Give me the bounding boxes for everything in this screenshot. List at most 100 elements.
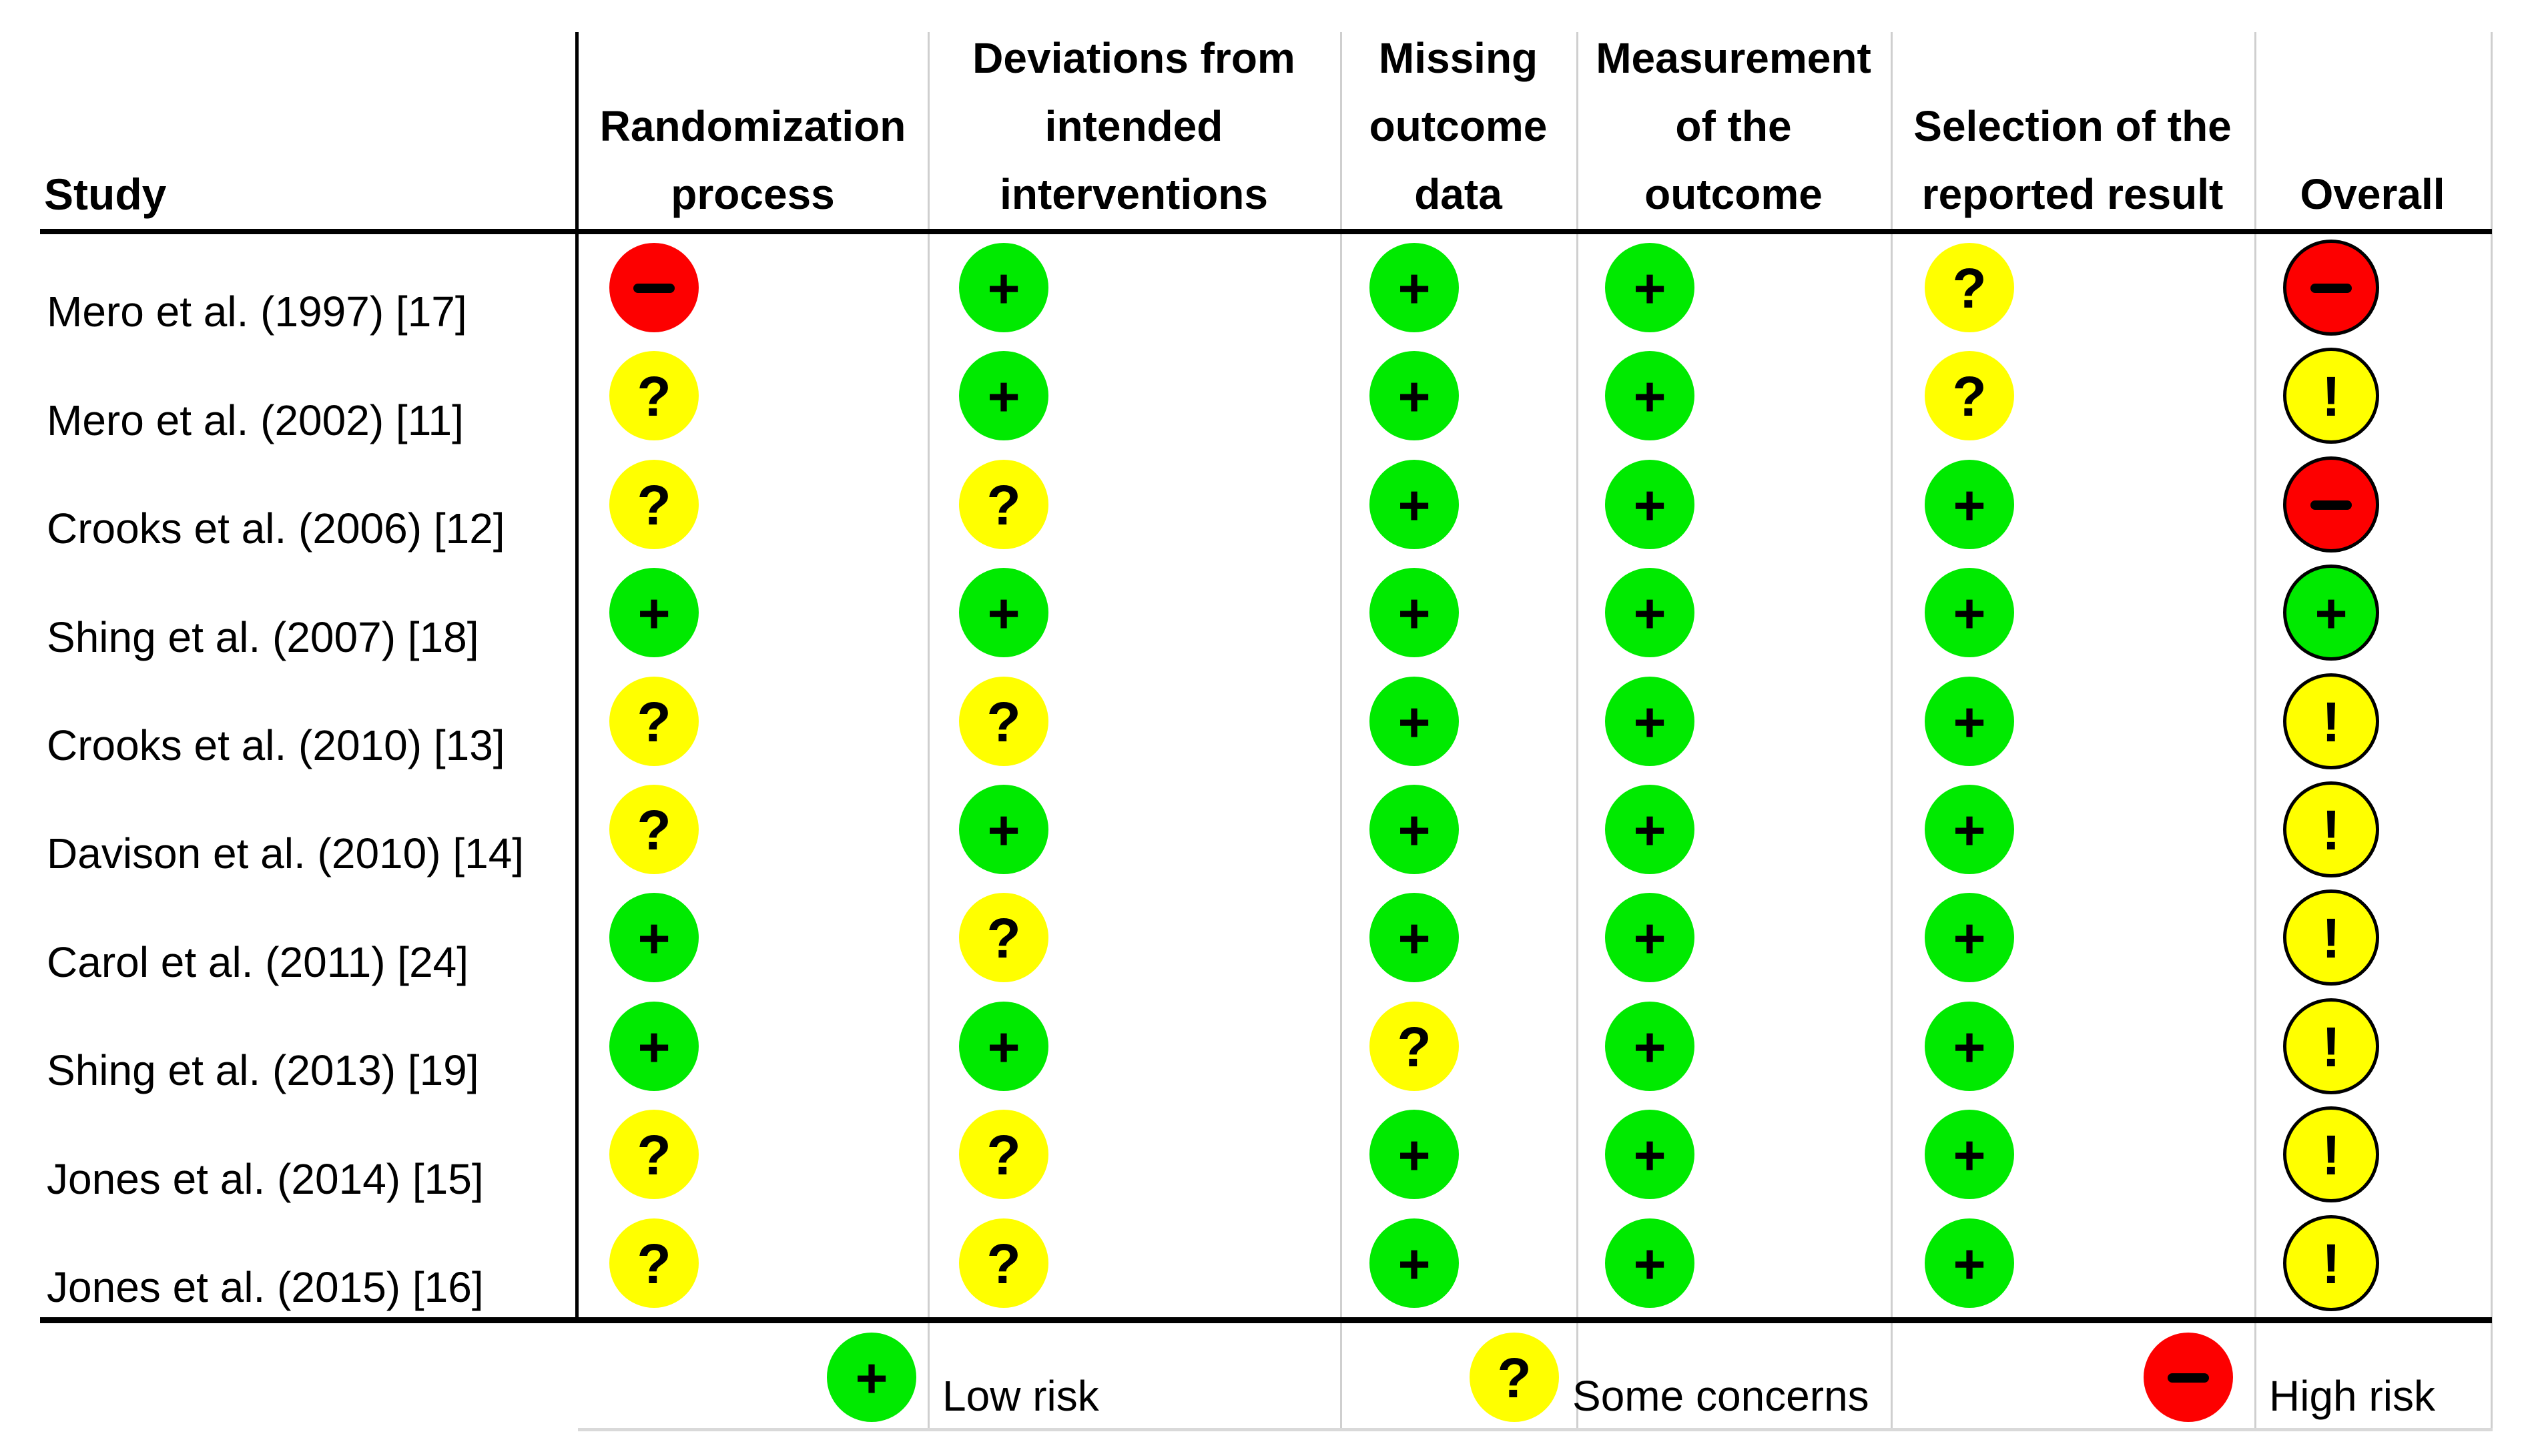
- low-risk-icon: +: [1925, 893, 2014, 983]
- column-divider: [2254, 32, 2256, 1430]
- column-header-line: Missing: [1378, 34, 1538, 82]
- low-risk-icon: +: [827, 1333, 916, 1422]
- legend-label: High risk: [2269, 1372, 2435, 1420]
- some-concerns-icon: !: [2283, 673, 2379, 769]
- risk-symbol: [2310, 284, 2352, 293]
- risk-symbol: !: [2322, 365, 2340, 428]
- header-underline-rule: [40, 229, 2492, 234]
- column-header-line: process: [671, 170, 835, 218]
- some-concerns-icon: !: [2283, 1214, 2379, 1311]
- low-risk-icon: +: [1369, 893, 1459, 983]
- low-risk-icon: +: [1605, 1218, 1694, 1308]
- some-concerns-icon: ?: [1369, 1001, 1459, 1091]
- risk-symbol: !: [2322, 1015, 2340, 1078]
- some-concerns-icon: !: [2283, 998, 2379, 1094]
- low-risk-icon: +: [609, 1001, 699, 1091]
- risk-symbol: +: [637, 582, 671, 645]
- column-header-line: outcome: [1644, 170, 1823, 218]
- column-header-line: Overall: [2300, 170, 2445, 218]
- study-column-header: Study: [44, 169, 167, 219]
- risk-symbol: +: [1397, 799, 1431, 861]
- study-label: Mero et al. (2002) [11]: [47, 396, 464, 444]
- column-header-line: reported result: [1921, 170, 2224, 218]
- some-concerns-icon: ?: [609, 1218, 699, 1308]
- column-divider: [928, 32, 930, 1430]
- some-concerns-icon: ?: [609, 1110, 699, 1200]
- low-risk-icon: +: [1369, 1110, 1459, 1200]
- column-header: Missing outcome data: [1340, 24, 1576, 228]
- high-risk-icon: [609, 243, 699, 332]
- high-risk-icon: [2144, 1333, 2233, 1422]
- column-header-line: Measurement: [1596, 34, 1871, 82]
- legend-bottom-rule: [578, 1428, 2493, 1431]
- risk-symbol: !: [2322, 690, 2340, 753]
- some-concerns-icon: ?: [609, 351, 699, 441]
- risk-symbol: +: [1953, 1232, 1986, 1295]
- column-header-line: of the: [1675, 102, 1792, 150]
- some-concerns-icon: ?: [609, 676, 699, 766]
- low-risk-icon: +: [2283, 565, 2379, 661]
- risk-symbol: +: [987, 365, 1020, 428]
- low-risk-icon: +: [1369, 568, 1459, 658]
- low-risk-icon: +: [1925, 785, 2014, 874]
- risk-symbol: ?: [637, 365, 671, 428]
- study-label: Carol et al. (2011) [24]: [47, 938, 469, 986]
- risk-symbol: ?: [637, 473, 671, 536]
- study-label: Crooks et al. (2010) [13]: [47, 721, 505, 769]
- low-risk-icon: +: [1605, 459, 1694, 549]
- risk-symbol: +: [1633, 799, 1666, 861]
- risk-symbol: +: [1953, 1124, 1986, 1187]
- risk-symbol: +: [1633, 690, 1666, 753]
- risk-symbol: +: [1633, 907, 1666, 970]
- study-label: Crooks et al. (2006) [12]: [47, 504, 505, 553]
- low-risk-icon: +: [959, 785, 1048, 874]
- column-header-line: Selection of the: [1913, 102, 2232, 150]
- low-risk-icon: +: [1369, 676, 1459, 766]
- low-risk-icon: +: [1925, 676, 2014, 766]
- table-bottom-rule: [40, 1317, 2492, 1323]
- risk-symbol: +: [1953, 799, 1986, 861]
- risk-symbol: ?: [986, 690, 1021, 753]
- some-concerns-icon: ?: [1925, 351, 2014, 441]
- risk-symbol: +: [637, 1015, 671, 1078]
- risk-symbol: ?: [637, 799, 671, 861]
- risk-symbol: +: [1633, 257, 1666, 320]
- low-risk-icon: +: [1605, 1001, 1694, 1091]
- some-concerns-icon: ?: [959, 459, 1048, 549]
- risk-symbol: +: [987, 1015, 1020, 1078]
- low-risk-icon: +: [1605, 243, 1694, 332]
- study-label: Jones et al. (2015) [16]: [47, 1263, 484, 1311]
- risk-symbol: +: [1953, 907, 1986, 970]
- column-header: Selection of the reported result: [1891, 92, 2254, 228]
- risk-symbol: ?: [637, 1124, 671, 1187]
- low-risk-icon: +: [609, 893, 699, 983]
- risk-symbol: !: [2322, 799, 2340, 861]
- study-label: Shing et al. (2013) [19]: [47, 1046, 479, 1095]
- study-label: Mero et al. (1997) [17]: [47, 288, 467, 336]
- column-header-line: interventions: [1000, 170, 1268, 218]
- low-risk-icon: +: [1605, 568, 1694, 658]
- low-risk-icon: +: [1925, 1218, 2014, 1308]
- risk-symbol: ?: [986, 473, 1021, 536]
- high-risk-icon: [2283, 240, 2379, 336]
- column-header-line: Randomization: [599, 102, 906, 150]
- column-divider: [2491, 32, 2493, 1430]
- risk-symbol: +: [637, 907, 671, 970]
- risk-symbol: +: [1633, 365, 1666, 428]
- risk-symbol: +: [987, 582, 1020, 645]
- risk-symbol: +: [1397, 1124, 1431, 1187]
- risk-symbol: !: [2322, 1124, 2340, 1187]
- low-risk-icon: +: [1605, 676, 1694, 766]
- low-risk-icon: +: [1369, 1218, 1459, 1308]
- risk-symbol: [2310, 500, 2352, 510]
- risk-symbol: ?: [1952, 365, 1987, 428]
- risk-symbol: ?: [986, 1124, 1021, 1187]
- risk-symbol: +: [1397, 365, 1431, 428]
- risk-symbol: +: [855, 1347, 888, 1409]
- low-risk-icon: +: [1925, 1001, 2014, 1091]
- study-label: Shing et al. (2007) [18]: [47, 613, 479, 661]
- low-risk-icon: +: [1369, 459, 1459, 549]
- risk-symbol: ?: [637, 690, 671, 753]
- column-header: Measurement of the outcome: [1576, 24, 1891, 228]
